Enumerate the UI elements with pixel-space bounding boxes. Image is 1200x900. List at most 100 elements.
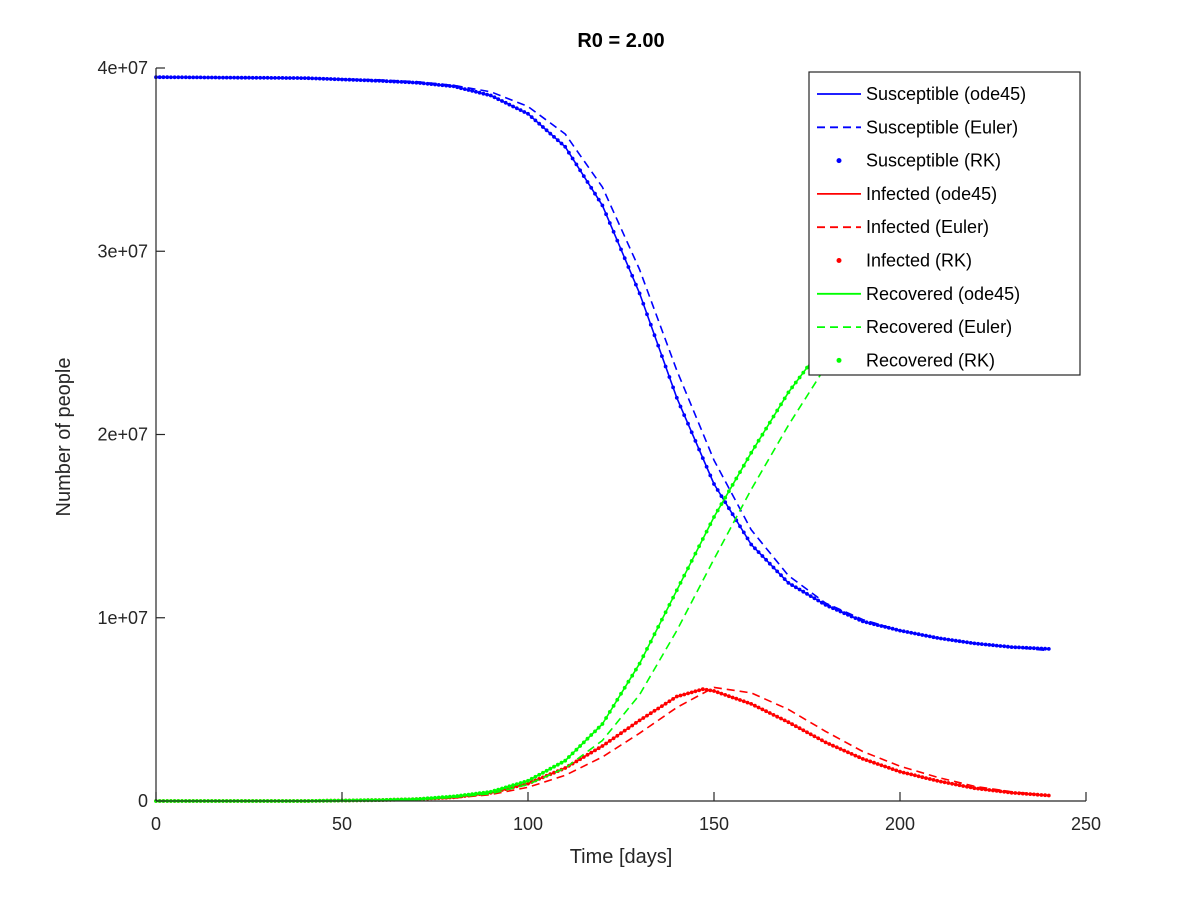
recovered-rk-point xyxy=(462,793,467,797)
susceptible-rk-point xyxy=(343,77,348,82)
recovered-euler-legend-label: Recovered (Euler) xyxy=(866,317,1012,337)
recovered-rk-point xyxy=(767,420,772,425)
infected-rk-point xyxy=(574,759,579,764)
infected-rk-point xyxy=(700,687,705,692)
infected-rk-point xyxy=(946,781,951,785)
susceptible-rk-point xyxy=(209,75,214,80)
infected-rk-point xyxy=(1017,791,1021,796)
susceptible-rk-point xyxy=(172,75,177,80)
recovered-rk-point xyxy=(567,755,571,759)
recovered-rk-point xyxy=(596,725,601,730)
recovered-rk-point xyxy=(745,457,750,462)
infected-rk-point xyxy=(1028,792,1033,796)
susceptible-rk-point xyxy=(425,81,430,86)
susceptible-rk-point xyxy=(864,620,869,625)
infected-rk-point xyxy=(953,782,958,787)
infected-rk-point xyxy=(648,711,653,716)
infected-rk-point xyxy=(1009,790,1014,795)
susceptible-rk-point xyxy=(462,87,467,91)
susceptible-rk-point xyxy=(593,191,597,196)
susceptible-rk-point xyxy=(972,641,977,646)
x-tick-label: 0 xyxy=(151,814,161,834)
infected-rk-point xyxy=(987,788,992,792)
recovered-rk-point xyxy=(529,776,534,781)
infected-rk-point xyxy=(994,789,999,793)
susceptible-rk-point xyxy=(626,265,631,269)
infected-rk-point xyxy=(756,705,761,710)
infected-rk-point xyxy=(1013,791,1018,795)
recovered-rk-legend-label: Recovered (RK) xyxy=(866,350,995,370)
susceptible-rk-point xyxy=(674,395,679,400)
infected-ode45-legend-label: Infected (ode45) xyxy=(866,184,997,204)
recovered-rk-point xyxy=(466,792,471,797)
susceptible-rk-point xyxy=(507,102,512,107)
infected-rk-point xyxy=(1006,790,1010,795)
susceptible-rk-point xyxy=(280,76,285,80)
recovered-rk-point xyxy=(485,790,489,795)
recovered-rk-point xyxy=(470,792,475,796)
y-tick-label: 1e+07 xyxy=(97,608,148,628)
x-axis-label: Time [days] xyxy=(570,846,673,868)
susceptible-rk-point xyxy=(254,75,259,80)
susceptible-rk-point xyxy=(634,282,638,287)
infected-rk-point xyxy=(589,750,594,755)
recovered-rk-point xyxy=(474,791,478,796)
susceptible-rk-point xyxy=(1020,645,1025,650)
susceptible-rk-point xyxy=(760,554,765,558)
infected-rk-point xyxy=(808,732,813,737)
susceptible-rk-point xyxy=(589,185,594,190)
infected-rk-point xyxy=(715,690,720,695)
recovered-rk-point xyxy=(656,625,661,629)
recovered-rk-point xyxy=(719,502,724,506)
susceptible-rk-point xyxy=(998,644,1003,648)
recovered-rk-point xyxy=(574,747,579,752)
susceptible-rk-point xyxy=(232,75,237,80)
recovered-rk-point xyxy=(548,766,553,771)
susceptible-rk-point xyxy=(433,82,437,87)
infected-rk-point xyxy=(905,771,910,776)
susceptible-rk-point xyxy=(265,75,270,80)
recovered-rk-point xyxy=(403,797,408,802)
susceptible-rk-point xyxy=(314,76,318,81)
susceptible-rk-point xyxy=(410,80,415,85)
recovered-rk-point xyxy=(477,791,482,796)
infected-rk-point xyxy=(674,694,679,699)
susceptible-rk-point xyxy=(898,628,902,633)
susceptible-rk-point xyxy=(994,643,999,648)
susceptible-rk-point xyxy=(741,530,746,535)
recovered-rk-point xyxy=(626,679,631,684)
infected-rk-point xyxy=(652,708,657,713)
susceptible-rk-point xyxy=(667,375,672,379)
recovered-rk-point xyxy=(671,595,675,600)
recovered-rk-point xyxy=(436,795,441,800)
susceptible-rk-point xyxy=(541,125,545,129)
recovered-rk-point xyxy=(693,551,698,556)
infected-rk-point xyxy=(939,779,943,784)
susceptible-rk-point xyxy=(730,512,735,517)
susceptible-rk-point xyxy=(656,343,661,348)
y-tick-label: 4e+07 xyxy=(97,58,148,78)
recovered-rk-point xyxy=(734,476,739,481)
infected-rk-point xyxy=(600,744,605,748)
recovered-rk-point xyxy=(421,796,426,801)
recovered-rk-point xyxy=(492,788,497,793)
infected-rk-point xyxy=(667,699,672,704)
infected-rk-legend-marker xyxy=(836,258,842,263)
recovered-rk-point xyxy=(500,786,504,791)
infected-rk-point xyxy=(827,742,832,746)
susceptible-rk-point xyxy=(619,247,623,252)
susceptible-rk-point xyxy=(526,111,530,116)
susceptible-rk-point xyxy=(485,92,489,97)
infected-rk-point xyxy=(663,701,668,706)
recovered-rk-point xyxy=(771,414,776,419)
infected-rk-point xyxy=(745,700,750,705)
recovered-rk-point xyxy=(410,797,415,802)
infected-rk-point xyxy=(645,713,649,718)
susceptible-rk-point xyxy=(273,76,277,80)
chart-title: R0 = 2.00 xyxy=(577,30,664,52)
y-tick-label: 2e+07 xyxy=(97,425,148,445)
susceptible-rk-point xyxy=(637,291,642,296)
recovered-rk-point xyxy=(634,667,638,672)
infected-rk-point xyxy=(753,703,757,708)
